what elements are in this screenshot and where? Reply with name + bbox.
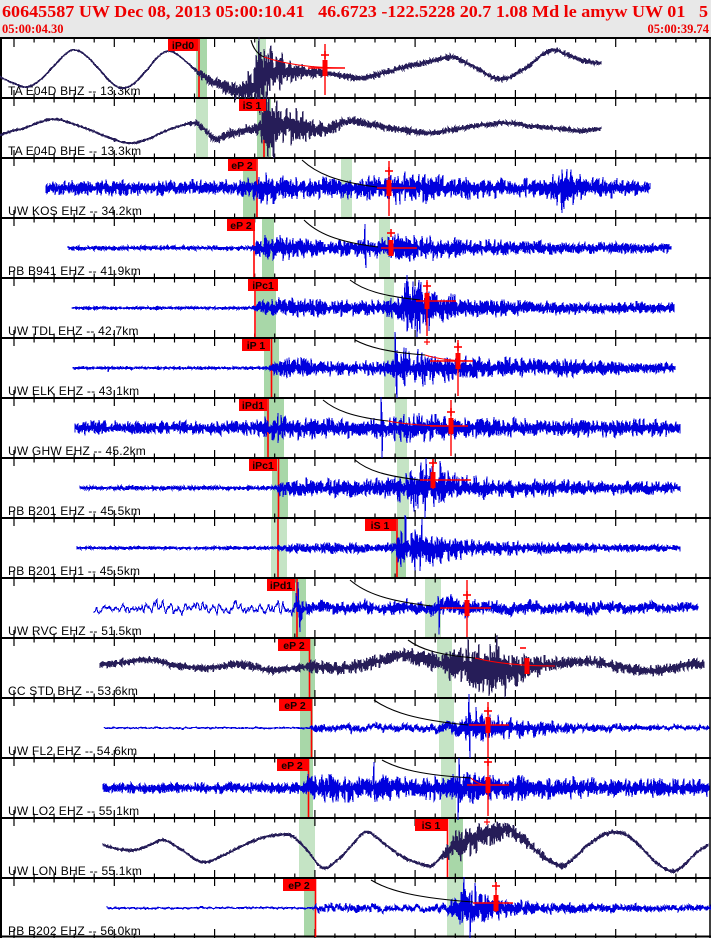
svg-text:PB B201 EH1 -- 45.5km: PB B201 EH1 -- 45.5km [8, 564, 140, 578]
svg-text:iPd1: iPd1 [270, 580, 292, 592]
svg-text:60645587 UW Dec 08, 2013 05:00: 60645587 UW Dec 08, 2013 05:00:10.41 46.… [2, 2, 708, 21]
svg-text:iPc1: iPc1 [252, 460, 274, 472]
svg-text:PB B201 EHZ -- 45.5km: PB B201 EHZ -- 45.5km [8, 504, 141, 518]
svg-text:eP 2: eP 2 [231, 160, 253, 172]
svg-text:PB B941 EHZ -- 41.9km: PB B941 EHZ -- 41.9km [8, 264, 141, 278]
svg-text:iPd0: iPd0 [172, 40, 194, 52]
svg-text:TA E04D BHE -- 13.3km: TA E04D BHE -- 13.3km [8, 144, 141, 158]
svg-text:eP 2: eP 2 [281, 760, 303, 772]
svg-text:iP 1: iP 1 [247, 340, 266, 352]
svg-text:CC STD BHZ -- 53.6km: CC STD BHZ -- 53.6km [8, 684, 138, 698]
svg-text:UW TDL EHZ -- 42.7km: UW TDL EHZ -- 42.7km [8, 324, 139, 338]
svg-text:UW RVC EHZ -- 51.5km: UW RVC EHZ -- 51.5km [8, 624, 142, 638]
svg-text:UW FL2 EHZ -- 54.6km: UW FL2 EHZ -- 54.6km [8, 744, 137, 758]
svg-text:iS 1: iS 1 [422, 820, 441, 832]
svg-text:05:00:39.74: 05:00:39.74 [648, 22, 710, 36]
svg-text:iPd1: iPd1 [242, 400, 264, 412]
svg-text:iPc1: iPc1 [252, 280, 274, 292]
svg-text:eP 2: eP 2 [288, 880, 310, 892]
svg-text:eP 2: eP 2 [284, 700, 306, 712]
svg-text:UW LO2 EHZ -- 55.1km: UW LO2 EHZ -- 55.1km [8, 804, 139, 818]
svg-text:UW ELK EHZ -- 43.1km: UW ELK EHZ -- 43.1km [8, 384, 139, 398]
svg-text:UW KOS EHZ -- 34.2km: UW KOS EHZ -- 34.2km [8, 204, 142, 218]
svg-text:iS 1: iS 1 [243, 100, 262, 112]
svg-text:PB B202 EHZ -- 56.0km: PB B202 EHZ -- 56.0km [8, 924, 141, 938]
svg-text:UW LON BHE -- 55.1km: UW LON BHE -- 55.1km [8, 864, 142, 878]
svg-text:05:00:04.30: 05:00:04.30 [2, 22, 63, 36]
svg-text:TA E04D BHZ -- 13.3km: TA E04D BHZ -- 13.3km [8, 84, 141, 98]
svg-text:iS 1: iS 1 [371, 520, 390, 532]
svg-text:UW GHW EHZ -- 45.2km: UW GHW EHZ -- 45.2km [8, 444, 146, 458]
svg-text:eP 2: eP 2 [283, 640, 305, 652]
svg-text:eP 2: eP 2 [230, 220, 252, 232]
